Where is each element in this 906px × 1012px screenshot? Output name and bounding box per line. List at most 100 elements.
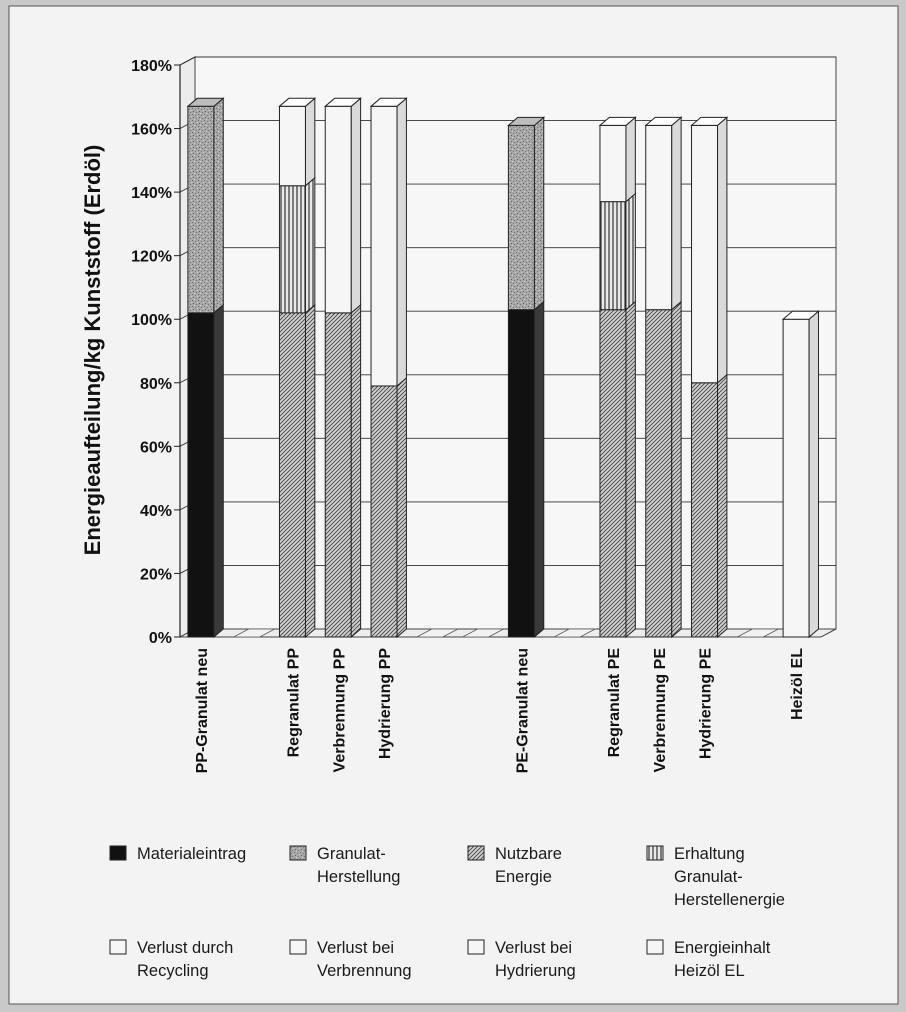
legend-swatch: [109, 845, 127, 861]
legend-label: Herstellung: [317, 868, 400, 886]
y-tick-label: 140%: [131, 185, 172, 202]
legend-label: Materialeintrag: [137, 845, 246, 863]
legend-label: Verlust bei: [317, 939, 394, 957]
bar-top-face: [323, 97, 362, 107]
bar-top-face: [598, 116, 637, 126]
bar-segment-side: [350, 97, 362, 314]
bar-segment-side: [304, 303, 316, 639]
bar-segment-side: [396, 97, 407, 388]
y-tick-label: 60%: [140, 439, 172, 456]
y-tick-label: 80%: [140, 376, 172, 393]
legend-label: Recycling: [137, 962, 209, 980]
bar-segment-side: [625, 116, 636, 203]
bar-segment-side: [213, 97, 224, 314]
bar-segment: [187, 105, 215, 314]
bar-top-face: [690, 116, 729, 126]
legend-label: Granulat-: [674, 868, 743, 886]
y-tick-label: 0%: [149, 630, 172, 647]
y-tick-label: 100%: [131, 312, 172, 329]
x-category-label: Hydrierung PP: [377, 648, 394, 759]
bar-segment: [599, 201, 627, 311]
legend-swatch: [646, 939, 664, 955]
bar-top-face: [781, 310, 820, 320]
bar-segment-side: [808, 310, 819, 639]
bar-empty-base: [462, 628, 504, 638]
bar-segment-side: [350, 303, 362, 639]
bar-segment-side: [717, 116, 728, 384]
bar-empty-base: [553, 628, 596, 638]
bar-segment: [324, 105, 352, 314]
bars-group: [186, 97, 820, 639]
bar-segment: [691, 382, 719, 638]
y-tick-label: 120%: [131, 249, 172, 266]
bar-top-face: [186, 97, 225, 107]
legend-label: Herstellenergie: [674, 891, 785, 909]
legend-swatch: [289, 845, 307, 861]
bar-segment: [278, 185, 306, 314]
gridline: [179, 56, 836, 66]
bar-segment-side: [396, 376, 407, 639]
legend-label: Nutzbare: [495, 845, 562, 863]
bar-segment-side: [533, 116, 545, 311]
bar-empty-base: [416, 628, 459, 638]
legend-swatch: [467, 939, 485, 955]
bar-segment-side: [717, 373, 728, 639]
legend: Materialeintrag Granulat- Herstellung Nutzb…: [109, 845, 785, 980]
x-category-label: Verbrennung PE: [652, 648, 669, 773]
x-category-label: Hydrierung PE: [698, 648, 715, 759]
y-axis-ticks: 0% 20% 40% 60% 80% 100% 120% 140% 160% 180%: [131, 58, 181, 647]
bar-segment: [599, 124, 627, 203]
x-axis-categories: PP-Granulat neu Regranulat PP Verbrennung …: [194, 648, 806, 774]
bar-segment: [278, 312, 306, 638]
bar-segment: [645, 309, 673, 638]
bar-segment-side: [213, 303, 224, 639]
bar-segment-side: [304, 176, 316, 314]
bar-top-face: [507, 116, 546, 126]
legend-label: Heizöl EL: [674, 962, 745, 980]
bar-segment-side: [625, 300, 636, 639]
x-category-label: PP-Granulat neu: [194, 648, 211, 773]
bar-segment-side: [304, 97, 316, 187]
bar-segment: [370, 105, 398, 387]
bar-segment: [507, 309, 535, 638]
bar-top-face: [278, 97, 317, 107]
bar-segment: [187, 312, 215, 638]
bar-segment: [278, 105, 306, 187]
bar-segment: [691, 124, 719, 384]
bar-segment-side: [625, 192, 636, 311]
bar-segment-side: [671, 300, 682, 639]
legend-label: Energie: [495, 868, 552, 886]
legend-label: Hydrierung: [495, 962, 576, 980]
y-tick-label: 160%: [131, 122, 172, 139]
legend-swatch: [467, 845, 485, 861]
x-category-label: PE-Granulat neu: [514, 648, 531, 773]
bar-segment-side: [533, 300, 545, 639]
bar-segment: [507, 124, 535, 311]
bar-segment: [370, 385, 398, 638]
bar-segment: [324, 312, 352, 638]
legend-swatch: [289, 939, 307, 955]
legend-label: Granulat-: [317, 845, 386, 863]
legend-label: Verbrennung: [317, 962, 412, 980]
x-category-label: Regranulat PP: [285, 648, 302, 758]
bar-segment: [599, 309, 627, 638]
x-category-label: Verbrennung PP: [331, 648, 348, 773]
y-tick-label: 40%: [140, 503, 172, 520]
legend-label: Energieinhalt: [674, 939, 771, 957]
bar-empty-base: [233, 628, 275, 638]
legend-label: Verlust durch: [137, 939, 233, 957]
y-tick-label: 20%: [140, 566, 172, 583]
bar-segment-side: [671, 116, 682, 311]
bar-top-face: [369, 97, 408, 107]
legend-label: Verlust bei: [495, 939, 572, 957]
legend-swatch: [109, 939, 127, 955]
bar-segment: [645, 124, 673, 311]
bar-top-face: [644, 116, 683, 126]
bar-segment: [782, 318, 810, 638]
x-category-label: Heizöl EL: [789, 648, 806, 720]
x-category-label: Regranulat PE: [606, 648, 623, 758]
legend-label: Erhaltung: [674, 845, 745, 863]
legend-swatch: [646, 845, 664, 861]
